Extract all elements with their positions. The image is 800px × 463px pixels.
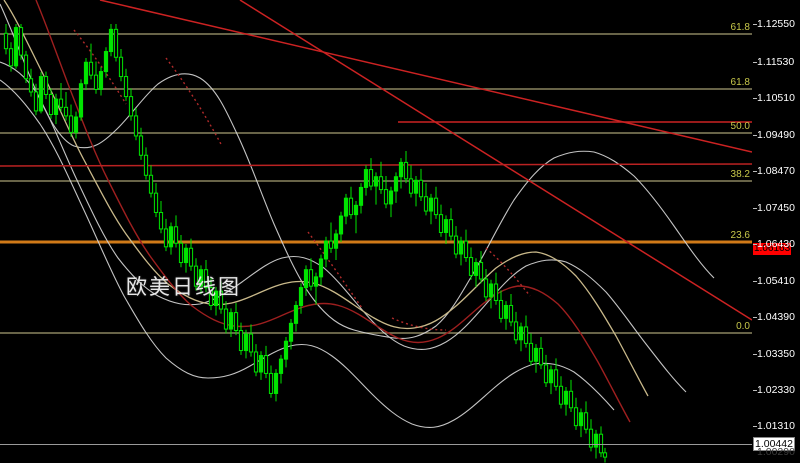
moving-average-fast: [3, 0, 649, 397]
moving-average-slow: [35, 0, 631, 423]
price-axis-tick: [753, 98, 757, 99]
chart-watermark: 欧美日线图: [126, 275, 241, 299]
price-axis-label: 1.08470: [757, 165, 795, 177]
price-axis-label: 1.09490: [757, 129, 795, 141]
price-axis-label: 1.12550: [757, 18, 795, 30]
price-axis-tick: [753, 281, 757, 282]
dotted-signal-line: [73, 29, 531, 331]
price-axis-label: 1.04390: [757, 311, 795, 323]
price-axis-tick: [753, 354, 757, 355]
fibonacci-level-label: 61.8: [730, 77, 750, 88]
price-axis-label: 1.02330: [757, 384, 795, 396]
price-axis-label: 1.01310: [757, 420, 795, 432]
trendlines: [0, 0, 752, 321]
chart-plot-area[interactable]: 欧美日线图: [0, 0, 752, 463]
price-axis-tick: [753, 24, 757, 25]
price-axis-tick: [753, 390, 757, 391]
price-axis-label: 1.06430: [757, 238, 795, 250]
price-axis-label: 1.03350: [757, 348, 795, 360]
ghost-price-label: 1.00290: [757, 446, 795, 458]
price-axis-tick: [753, 135, 757, 136]
fibonacci-level-label: 0.0: [736, 321, 750, 332]
price-axis-tick: [753, 244, 757, 245]
price-axis-tick: [753, 171, 757, 172]
candlestick-series: [3, 24, 608, 463]
price-axis-label: 1.11530: [757, 56, 795, 68]
current-price-marker-white: 1.00442: [753, 437, 795, 451]
fibonacci-level-label: 38.2: [730, 169, 750, 180]
price-axis-label: 1.05410: [757, 275, 795, 287]
price-axis-tick: [753, 62, 757, 63]
bollinger-bands: [0, 3, 715, 429]
price-axis-label: 1.10510: [757, 92, 795, 104]
price-axis-tick: [753, 317, 757, 318]
chart-canvas: [0, 0, 752, 463]
price-axis-label: 1.07450: [757, 202, 795, 214]
fibonacci-level-label: 23.6: [730, 230, 750, 241]
price-axis-tick: [753, 426, 757, 427]
fibonacci-level-label: 50.0: [730, 121, 750, 132]
price-axis[interactable]: [752, 0, 800, 463]
fibonacci-level-label: 61.8: [730, 22, 750, 33]
price-axis-tick: [753, 208, 757, 209]
current-price-marker-red: 1.06163: [753, 243, 792, 255]
chart-bottom-border: [0, 444, 752, 445]
